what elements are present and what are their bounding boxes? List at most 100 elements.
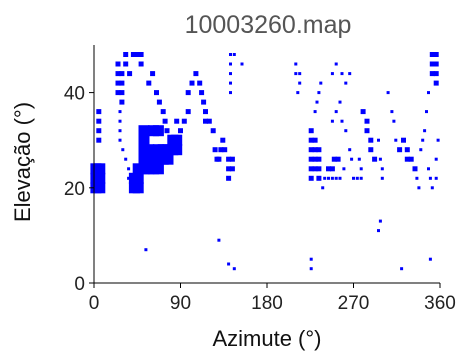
- data-point: [118, 119, 122, 123]
- data-point: [201, 99, 207, 105]
- x-tick-label: 90: [170, 293, 191, 314]
- data-point: [331, 156, 337, 162]
- data-point: [308, 166, 314, 172]
- data-point: [206, 118, 212, 124]
- data-point: [197, 80, 203, 86]
- data-point: [335, 156, 341, 162]
- data-point: [229, 91, 232, 95]
- data-point: [394, 138, 398, 142]
- data-point: [138, 61, 144, 67]
- data-point: [226, 156, 232, 162]
- data-point: [118, 110, 122, 114]
- data-point: [138, 52, 144, 57]
- data-point: [357, 157, 361, 161]
- data-point: [319, 81, 323, 85]
- data-point: [380, 167, 384, 171]
- data-point: [148, 153, 160, 165]
- data-point: [433, 80, 439, 86]
- data-point: [386, 91, 390, 95]
- data-point: [160, 109, 166, 115]
- data-point: [338, 100, 342, 104]
- data-point: [412, 166, 418, 172]
- data-point: [429, 61, 435, 67]
- data-point: [377, 138, 380, 142]
- data-point: [115, 61, 121, 67]
- data-points: [90, 52, 440, 271]
- data-point: [132, 182, 144, 194]
- data-point: [212, 147, 218, 153]
- data-point: [118, 129, 122, 133]
- data-point: [344, 81, 348, 85]
- data-point: [359, 167, 363, 171]
- data-point: [404, 156, 410, 162]
- data-point: [174, 118, 180, 124]
- data-point: [119, 80, 125, 86]
- data-point: [138, 125, 150, 137]
- data-point: [436, 138, 440, 142]
- data-point: [404, 147, 410, 153]
- data-point: [434, 157, 438, 161]
- data-point: [217, 238, 221, 242]
- data-point: [156, 99, 162, 105]
- data-point: [146, 80, 152, 86]
- data-point: [330, 119, 334, 123]
- data-point: [134, 52, 140, 57]
- data-point: [123, 61, 129, 67]
- data-point: [360, 109, 366, 115]
- data-point: [400, 267, 404, 271]
- data-point: [364, 128, 370, 134]
- data-point: [401, 137, 406, 143]
- data-point: [229, 62, 232, 66]
- data-point: [313, 110, 317, 114]
- data-point: [433, 52, 439, 57]
- data-point: [417, 186, 421, 190]
- data-point: [96, 137, 102, 143]
- data-point: [344, 129, 348, 133]
- data-point: [218, 147, 224, 153]
- data-point: [226, 175, 232, 181]
- data-point: [312, 147, 318, 153]
- data-point: [323, 176, 327, 180]
- data-point: [421, 138, 425, 142]
- y-tick-label: 20: [64, 179, 85, 200]
- data-point: [433, 71, 439, 77]
- data-point: [154, 90, 159, 96]
- data-point: [199, 90, 205, 96]
- x-tick-label: 360: [424, 293, 456, 314]
- data-point: [119, 71, 125, 77]
- data-point: [390, 110, 394, 114]
- data-point: [132, 172, 144, 184]
- x-tick-label: 0: [89, 293, 100, 314]
- data-point: [115, 90, 121, 96]
- data-point: [127, 71, 133, 77]
- data-point: [342, 167, 346, 171]
- data-point: [127, 176, 131, 180]
- data-point: [240, 62, 244, 66]
- data-point: [308, 128, 314, 134]
- data-point: [164, 128, 170, 134]
- data-point: [132, 163, 144, 175]
- x-axis-label: Azimute (°): [212, 326, 321, 351]
- data-point: [96, 118, 102, 124]
- data-point: [423, 129, 427, 133]
- data-point: [392, 119, 396, 123]
- data-point: [181, 118, 187, 124]
- data-point: [94, 182, 106, 194]
- y-axis-ticks: 0 20 40: [64, 84, 94, 295]
- data-point: [427, 91, 430, 95]
- data-point: [220, 137, 226, 143]
- data-point: [308, 147, 314, 153]
- data-point: [348, 72, 352, 76]
- data-point: [203, 118, 208, 124]
- data-point: [119, 90, 125, 96]
- data-point: [326, 166, 331, 172]
- data-point: [377, 229, 380, 233]
- data-point: [130, 52, 136, 57]
- data-point: [178, 128, 183, 134]
- data-point: [316, 166, 322, 172]
- data-point: [162, 153, 174, 165]
- data-point: [408, 156, 414, 162]
- data-point: [368, 137, 374, 143]
- data-point: [171, 134, 183, 146]
- data-point: [162, 118, 168, 124]
